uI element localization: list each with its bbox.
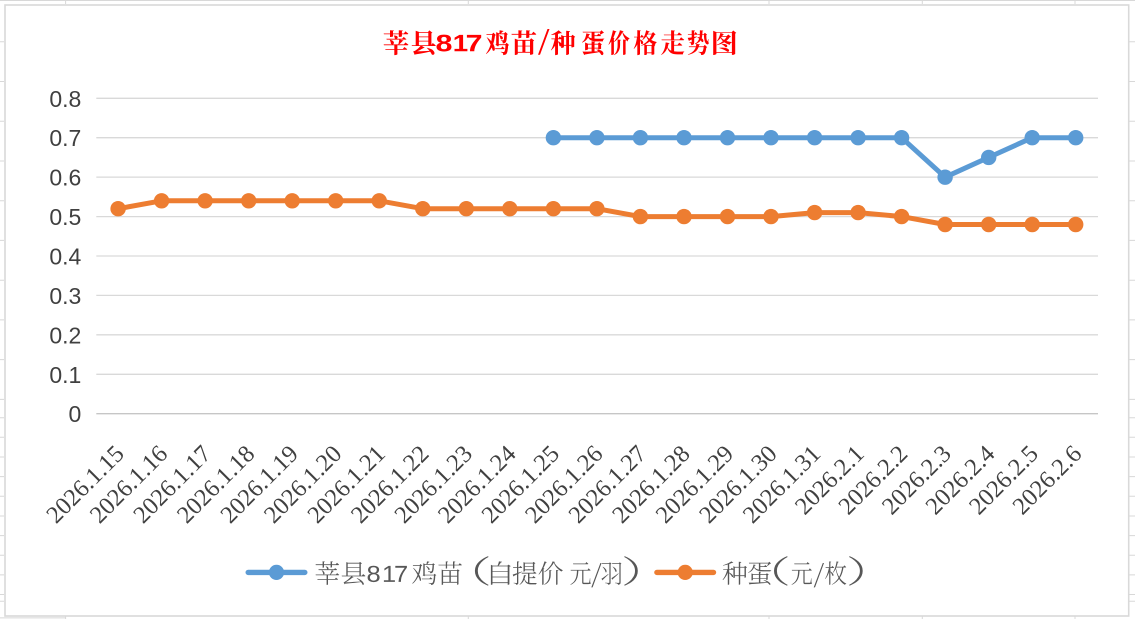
svg-text:0.8: 0.8 xyxy=(49,86,81,112)
svg-text:0.5: 0.5 xyxy=(49,204,81,230)
svg-text:0: 0 xyxy=(69,401,82,427)
svg-text:0.1: 0.1 xyxy=(49,362,81,388)
svg-text:0.7: 0.7 xyxy=(49,125,81,151)
svg-text:0.4: 0.4 xyxy=(49,244,81,270)
svg-text:0.6: 0.6 xyxy=(49,165,81,191)
svg-text:0.2: 0.2 xyxy=(49,322,81,348)
svg-text:0.3: 0.3 xyxy=(49,283,81,309)
